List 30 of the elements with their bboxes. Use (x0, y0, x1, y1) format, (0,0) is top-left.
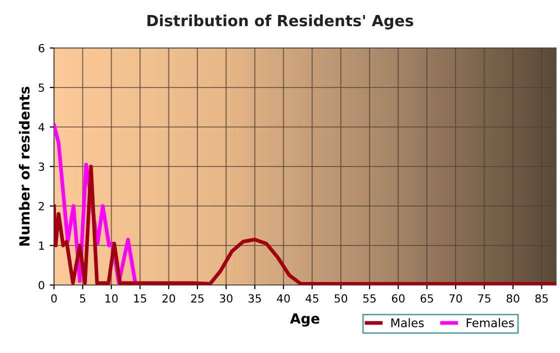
x-tick-label: 80 (506, 294, 520, 303)
y-tick-label: 6 (38, 44, 44, 52)
x-tick-label: 20 (162, 294, 176, 303)
y-tick-label: 3 (38, 162, 44, 171)
y-tick-label: 2 (38, 202, 44, 210)
x-tick-label: 75 (478, 294, 490, 303)
x-tick-label: 10 (106, 294, 118, 303)
x-axis-title: Age (290, 313, 320, 327)
x-tick-label: 5 (80, 294, 86, 303)
x-tick-label: 45 (306, 294, 318, 303)
x-tick-label: 65 (420, 294, 434, 303)
x-tick-label: 0 (51, 294, 57, 303)
y-axis-title: Number of residents (18, 86, 30, 246)
x-tick-label: 30 (220, 294, 232, 303)
y-tick-label: 5 (38, 84, 44, 92)
x-tick-label: 25 (191, 294, 204, 303)
x-tick-label: 85 (535, 294, 548, 303)
y-tick-label: 4 (38, 123, 44, 132)
x-tick-label: 55 (363, 294, 376, 303)
x-tick-label: 70 (449, 294, 462, 303)
x-tick-label: 35 (248, 294, 261, 303)
x-tick-label: 15 (134, 294, 146, 303)
y-tick-label: 0 (38, 280, 44, 290)
x-tick-label: 60 (392, 294, 405, 303)
x-tick-label: 50 (334, 294, 348, 303)
chart-title: Distribution of Residents' Ages (147, 14, 414, 30)
legend-label: Males (391, 318, 424, 328)
legend-label: Females (466, 318, 514, 328)
x-tick-label: 40 (276, 294, 290, 303)
y-tick-label: 1 (39, 242, 44, 250)
